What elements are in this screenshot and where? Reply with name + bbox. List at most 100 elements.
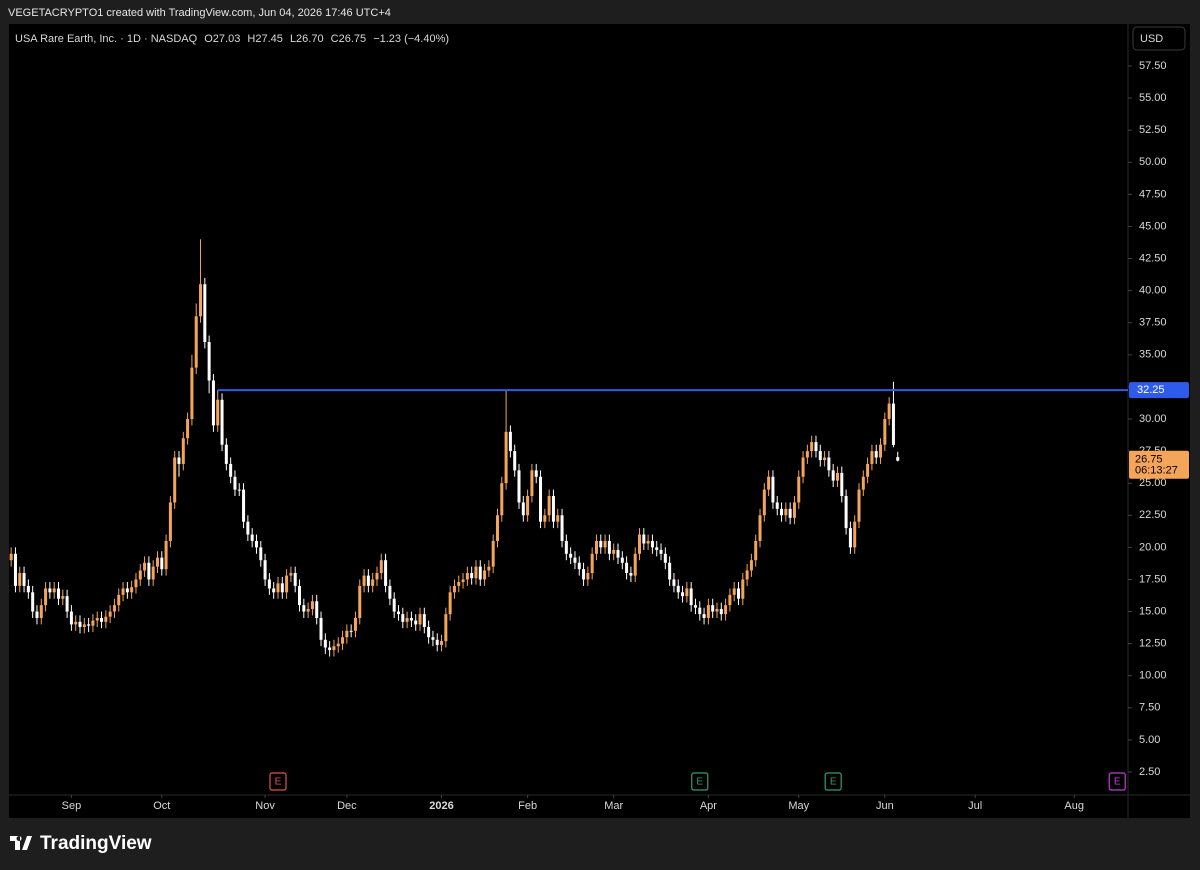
candle-body <box>358 585 362 618</box>
candle-body <box>577 562 581 570</box>
candle-body <box>767 476 771 490</box>
candle-body <box>835 472 839 481</box>
candle-body <box>121 588 125 595</box>
candle-body <box>754 540 758 561</box>
candle-body <box>48 588 52 593</box>
x-tick-label: Sep <box>62 800 82 812</box>
legend-change: −1.23 (−4.40%) <box>373 33 449 45</box>
candle-body <box>91 620 95 626</box>
candle-body <box>242 489 246 522</box>
level-label-box <box>1129 382 1189 399</box>
y-tick-label: 42.50 <box>1139 252 1167 264</box>
candle-body <box>655 547 659 550</box>
candle-body <box>396 611 401 615</box>
x-tick-label: Nov <box>255 800 275 812</box>
candle-body <box>711 605 715 612</box>
countdown: 06:13:27 <box>1135 465 1178 477</box>
candle-body <box>134 579 138 588</box>
legend-open: O27.03 <box>204 33 240 45</box>
candle-body <box>780 508 784 516</box>
currency-box[interactable] <box>1132 26 1186 51</box>
candle-body <box>487 566 491 571</box>
y-tick-label: 35.00 <box>1139 349 1167 361</box>
candle-body <box>207 341 211 381</box>
candle-body <box>465 573 469 580</box>
candle-body <box>229 463 233 477</box>
candle-body <box>513 451 517 471</box>
candle-body <box>483 570 487 580</box>
candle-body <box>224 444 228 464</box>
event-label: E <box>830 777 837 788</box>
candle-body <box>823 457 827 461</box>
candle-body <box>147 562 151 580</box>
x-tick-label: May <box>788 800 809 812</box>
candle-body <box>861 476 865 490</box>
candle-body <box>431 637 435 640</box>
x-tick-label: Dec <box>337 800 357 812</box>
candle-body <box>444 614 448 642</box>
y-tick-label: 10.00 <box>1139 670 1167 682</box>
candle-body <box>319 617 323 640</box>
y-tick-label: 7.50 <box>1139 702 1160 714</box>
candle-body <box>874 451 878 458</box>
candle-body <box>74 621 78 625</box>
y-tick-label: 52.50 <box>1139 124 1167 136</box>
x-tick-label: Jul <box>968 800 982 812</box>
event-marker <box>824 772 842 791</box>
candle-body <box>336 643 340 647</box>
candle-body <box>22 573 26 586</box>
y-tick-label: 25.00 <box>1139 477 1167 489</box>
legend-low: L26.70 <box>290 33 324 45</box>
logo-icon[interactable] <box>10 836 32 850</box>
candle-body <box>194 316 198 368</box>
candle-body <box>474 566 478 579</box>
candle-body <box>526 496 530 516</box>
brand-name[interactable]: TradingView <box>40 833 152 854</box>
candle-body <box>715 608 719 612</box>
candle-body <box>267 579 271 589</box>
y-tick-label: 5.00 <box>1139 734 1160 746</box>
candle-body <box>332 646 336 651</box>
chart-panel <box>9 24 1190 818</box>
y-tick-label: 22.50 <box>1139 509 1167 521</box>
candle-body <box>78 621 82 627</box>
event-label: E <box>275 777 282 788</box>
candle-body <box>539 476 543 522</box>
candle-body <box>896 457 900 461</box>
candle-body <box>633 553 637 576</box>
attribution: VEGETACRYPTO1 created with TradingView.c… <box>8 7 391 19</box>
candle-body <box>18 573 22 586</box>
candle-body <box>461 579 465 583</box>
candle-body <box>452 585 456 593</box>
candle-body <box>371 579 375 586</box>
candle-body <box>427 626 431 638</box>
candle-body <box>672 579 676 586</box>
candle-body <box>61 596 65 599</box>
candle-body <box>547 496 551 516</box>
candle-body <box>457 582 461 586</box>
level-label: 32.25 <box>1137 384 1165 396</box>
candle-body <box>125 588 129 593</box>
candle-body <box>749 560 753 571</box>
candle-body <box>375 573 379 580</box>
candle-body <box>495 515 499 541</box>
y-tick-label: 55.00 <box>1139 92 1167 104</box>
candle-body <box>211 380 215 426</box>
candle-body <box>328 647 332 651</box>
candle-body <box>736 588 741 599</box>
candle-body <box>186 418 190 439</box>
candle-body <box>409 617 413 621</box>
candle-body <box>788 508 792 518</box>
candle-body <box>853 521 857 548</box>
candle-body <box>418 614 422 625</box>
candle-body <box>556 515 560 522</box>
candle-body <box>879 444 883 458</box>
candle-body <box>612 549 616 554</box>
candle-body <box>379 560 383 574</box>
candle-body <box>801 457 805 477</box>
candle-body <box>315 601 319 618</box>
candle-body <box>784 508 788 516</box>
currency[interactable]: USD <box>1140 33 1163 45</box>
brand-logo[interactable]: TradingView <box>10 833 152 854</box>
candle-body <box>805 451 809 458</box>
